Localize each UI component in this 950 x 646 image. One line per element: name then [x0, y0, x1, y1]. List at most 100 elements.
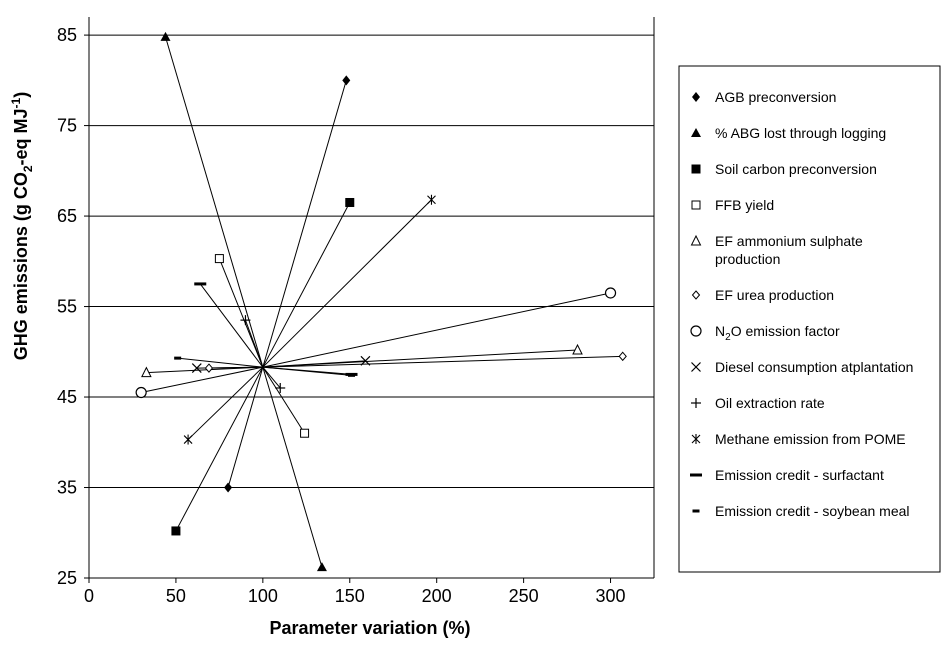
legend-marker	[691, 362, 701, 372]
series-line	[262, 199, 432, 368]
series-line	[262, 366, 281, 389]
x-tick-label: 0	[84, 586, 94, 606]
legend-item: Emission credit - soybean meal	[692, 503, 910, 519]
data-point	[171, 526, 181, 536]
legend-item: EF ammonium sulphate production	[690, 233, 863, 267]
axes	[84, 17, 655, 583]
y-tick-label: 25	[57, 568, 77, 588]
data-point	[191, 363, 202, 374]
data-point	[360, 355, 371, 366]
legend-item: EF urea production	[691, 287, 834, 303]
y-tick-label: 75	[57, 116, 77, 136]
legend-marker	[691, 128, 701, 137]
series-line	[141, 366, 263, 393]
data-point	[572, 343, 583, 355]
legend-item: N2O emission factor	[690, 323, 840, 343]
legend-marker	[690, 234, 702, 246]
y-tick-label: 55	[57, 297, 77, 317]
data-point	[342, 75, 351, 86]
x-tick-label: 200	[422, 586, 452, 606]
legend-item: Methane emission from POME	[691, 431, 906, 447]
data-point	[160, 31, 171, 41]
y-tick-label: 45	[57, 387, 77, 407]
legend-label: EF ammonium sulphate production	[715, 233, 863, 267]
data-point	[316, 562, 327, 572]
legend-label: AGB preconversion	[715, 89, 836, 105]
data-point	[214, 254, 224, 264]
x-tick-label: 50	[166, 586, 186, 606]
legend-marker	[691, 290, 701, 300]
legend-item: Oil extraction rate	[691, 395, 825, 411]
y-axis-label: GHG emissions (g CO2-eq MJ-1)	[9, 92, 35, 360]
legend-marker	[691, 200, 701, 210]
data-point	[204, 363, 214, 373]
x-tick-label: 250	[509, 586, 539, 606]
data-point	[224, 482, 233, 493]
series-line	[262, 202, 351, 368]
legend-label: Oil extraction rate	[715, 395, 825, 411]
series-line	[262, 292, 611, 368]
legend-marker	[692, 509, 700, 513]
y-tick-label: 35	[57, 478, 77, 498]
legend-item: % ABG lost through logging	[691, 125, 886, 141]
series-line	[262, 360, 366, 368]
series-markers	[135, 31, 627, 572]
legend-item: FFB yield	[691, 197, 774, 213]
data-point	[604, 287, 617, 299]
legend-label: N2O emission factor	[715, 323, 840, 343]
legend-label: Emission credit - soybean meal	[715, 503, 910, 519]
series-lines	[141, 36, 623, 568]
series-line	[199, 283, 264, 368]
data-point	[141, 366, 152, 378]
series-line	[146, 366, 263, 374]
legend-label: EF urea production	[715, 287, 834, 303]
legend-marker	[690, 473, 702, 477]
series-line	[175, 366, 264, 532]
data-point	[174, 356, 182, 360]
series-line	[187, 366, 264, 440]
series-line	[244, 319, 264, 368]
series-line	[165, 36, 264, 368]
data-point	[348, 373, 356, 377]
series-line	[177, 357, 263, 368]
series-line	[227, 367, 264, 488]
legend-label: % ABG lost through logging	[715, 125, 886, 141]
legend-marker	[690, 325, 702, 337]
gridlines	[89, 34, 654, 489]
data-point	[427, 194, 436, 205]
tick-labels: 25 35 45 55 65 75 85 0 50 100 150 200 250 300	[57, 25, 626, 606]
series-line	[262, 367, 323, 568]
data-point	[183, 434, 193, 445]
y-tick-label: 65	[57, 206, 77, 226]
legend-box	[678, 65, 941, 573]
data-point	[618, 351, 627, 362]
x-axis-label: Parameter variation (%)	[269, 618, 470, 638]
data-point	[300, 428, 310, 438]
data-point	[240, 315, 251, 326]
x-tick-label: 100	[248, 586, 278, 606]
x-tick-label: 300	[596, 586, 626, 606]
series-line	[262, 355, 623, 368]
y-tick-label: 85	[57, 25, 77, 45]
legend-item: Emission credit - surfactant	[690, 467, 884, 483]
legend-marker	[691, 398, 701, 408]
series-line	[262, 80, 347, 368]
legend-label: Methane emission from POME	[715, 431, 906, 447]
series-line	[262, 366, 305, 434]
series-line	[218, 258, 264, 368]
legend-item: Soil carbon preconversion	[691, 161, 877, 177]
data-point	[194, 282, 207, 286]
legend-item: Diesel consumption atplantation	[691, 359, 913, 375]
data-point	[345, 197, 355, 207]
legend-label: Soil carbon preconversion	[715, 161, 877, 177]
data-point	[275, 382, 286, 393]
legend-label: FFB yield	[715, 197, 774, 213]
legend: AGB preconversion % ABG lost through logg…	[678, 65, 941, 573]
legend-marker	[691, 164, 701, 174]
series-line	[262, 366, 352, 376]
x-tick-label: 150	[335, 586, 365, 606]
legend-label: Emission credit - surfactant	[715, 467, 884, 483]
data-point	[135, 386, 147, 399]
legend-marker	[691, 434, 701, 444]
